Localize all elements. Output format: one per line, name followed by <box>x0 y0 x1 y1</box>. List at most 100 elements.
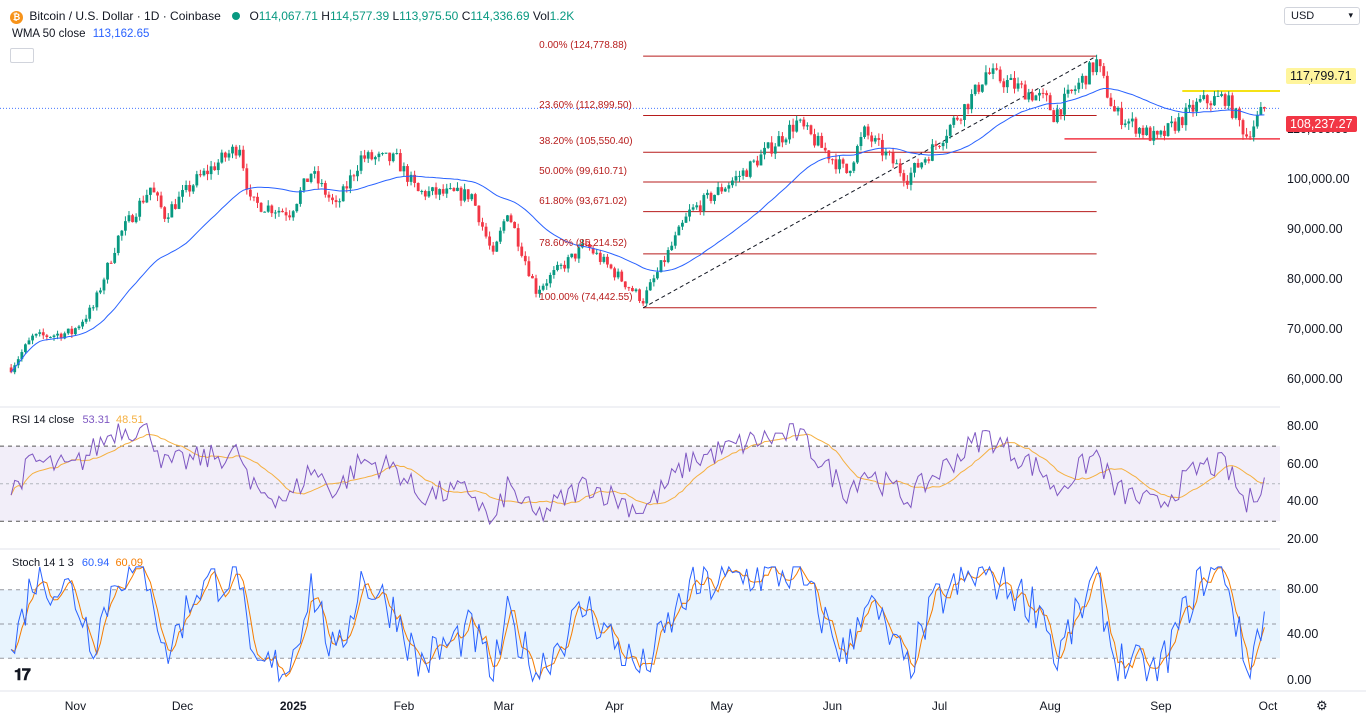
candle-body <box>1073 89 1077 92</box>
candle-body <box>570 253 574 258</box>
time-tick-label: Aug <box>1039 699 1061 713</box>
tradingview-logo-icon[interactable]: 𝟏𝟕 <box>14 667 31 684</box>
candle-body <box>1030 92 1034 101</box>
candle-body <box>1041 92 1045 94</box>
axis-tick-label: 40.00 <box>1287 627 1319 642</box>
candle-body <box>1098 59 1102 67</box>
candle-body <box>216 162 220 171</box>
candle-body <box>941 142 945 147</box>
candle-body <box>266 205 270 212</box>
time-tick-label: Oct <box>1258 699 1278 713</box>
candle-body <box>131 215 134 223</box>
candle-body <box>1134 118 1138 134</box>
candle-body <box>366 152 370 159</box>
open-label: O <box>249 9 259 23</box>
candle-body <box>913 162 916 173</box>
candle-body <box>523 255 527 262</box>
candle-body <box>866 126 870 136</box>
candle-body <box>656 272 659 279</box>
candle-body <box>441 189 445 194</box>
candle-body <box>473 194 477 206</box>
candle-body <box>852 162 856 171</box>
candle-body <box>888 151 891 153</box>
candle-body <box>277 210 281 213</box>
symbol-title[interactable]: Bitcoin / U.S. Dollar · 1D · Coinbase <box>29 9 221 23</box>
candle-body <box>602 256 606 262</box>
candle-body <box>745 170 749 177</box>
candle-body <box>191 185 195 192</box>
candle-body <box>302 178 306 191</box>
candle-body <box>306 178 309 182</box>
candle-body <box>1109 97 1113 107</box>
time-tick-label: Feb <box>393 699 415 713</box>
candle-body <box>352 175 356 177</box>
candle-body <box>402 166 406 172</box>
candle-body <box>213 166 217 171</box>
candle-body <box>816 135 820 146</box>
candle-body <box>959 119 963 121</box>
candle-body <box>645 290 649 304</box>
candle-body <box>706 192 709 196</box>
candle-body <box>966 104 970 110</box>
wma-label: WMA 50 close <box>12 28 86 40</box>
candle-body <box>16 359 20 366</box>
candle-body <box>316 171 320 184</box>
wma-50-line <box>10 88 1265 373</box>
candle-body <box>759 154 763 166</box>
settings-gear-icon[interactable]: ⚙ <box>1316 698 1328 713</box>
candle-body <box>713 194 716 201</box>
candle-body <box>859 137 863 147</box>
candle-body <box>695 205 699 208</box>
candle-body <box>598 252 602 262</box>
axis-tick-label: 60.00 <box>1287 456 1319 471</box>
candle-body <box>1159 130 1163 135</box>
candle-body <box>234 146 238 156</box>
stoch-k-value: 60.94 <box>81 557 110 569</box>
candle-body <box>320 183 324 185</box>
candle-body <box>459 187 463 201</box>
candle-body <box>566 257 570 269</box>
currency-select[interactable]: USD ▾ <box>1284 7 1360 25</box>
candle-body <box>438 189 442 195</box>
candle-body <box>802 119 806 127</box>
candle-body <box>927 159 931 161</box>
candle-body <box>845 163 849 174</box>
fib-level-label: 23.60% (112,899.50) <box>539 99 632 111</box>
candle-body <box>263 211 267 213</box>
candle-body <box>905 180 909 185</box>
candle-body <box>984 72 988 85</box>
candle-body <box>52 335 56 337</box>
candle-body <box>727 185 731 189</box>
candle-body <box>384 152 388 154</box>
candle-body <box>805 125 809 127</box>
candle-body <box>59 333 63 339</box>
high-label: H <box>321 9 330 23</box>
rsi-title: RSI 14 close <box>12 414 75 426</box>
candle-body <box>1048 95 1052 111</box>
candle-body <box>1220 94 1223 96</box>
candle-body <box>748 161 752 177</box>
candle-body <box>95 292 99 308</box>
chevron-down-icon: ▾ <box>1348 10 1353 20</box>
candle-body <box>481 222 484 227</box>
candle-body <box>488 236 492 246</box>
candle-body <box>1020 83 1024 85</box>
rsi-legend[interactable]: RSI 14 close 53.31 48.51 <box>12 414 144 426</box>
candle-body <box>1205 95 1209 104</box>
axis-tick-label: 70,000.00 <box>1287 322 1343 336</box>
candle-body <box>948 124 952 136</box>
candle-body <box>841 159 845 164</box>
candle-body <box>1145 127 1148 136</box>
candle-body <box>231 146 234 154</box>
candle-body <box>823 147 827 151</box>
fib-trend-line[interactable] <box>642 55 1097 309</box>
collapse-legend-button[interactable] <box>10 48 34 63</box>
wma-legend[interactable]: WMA 50 close 113,162.65 <box>12 28 149 40</box>
fib-level-label: 61.80% (93,671.02) <box>539 195 627 207</box>
stoch-legend[interactable]: Stoch 14 1 3 60.94 60.09 <box>12 557 143 569</box>
candle-body <box>452 188 456 191</box>
candle-body <box>74 328 77 335</box>
time-tick-label: Nov <box>64 699 87 713</box>
candle-body <box>348 175 352 189</box>
